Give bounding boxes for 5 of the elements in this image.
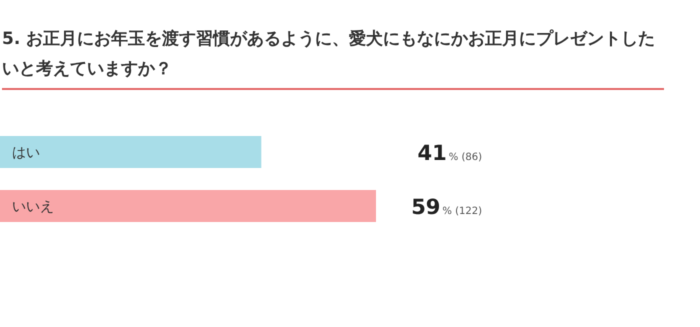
data-label: 41% (86)	[418, 141, 482, 165]
y-tick-label: いいえ	[12, 199, 54, 215]
data-label: 59% (122)	[411, 195, 482, 219]
chart-title: 5. お正月にお年玉を渡す習慣があるように、愛犬にもなにかお正月にプレゼントしたいと考えていますか？	[2, 24, 664, 90]
y-tick-label: はい	[12, 145, 40, 161]
